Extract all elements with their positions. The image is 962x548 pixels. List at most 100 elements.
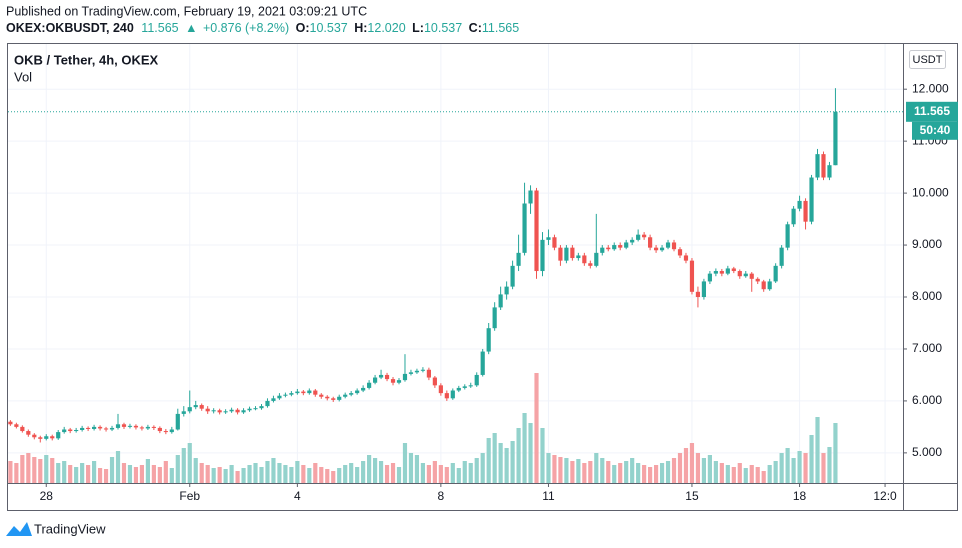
candle-body [247,408,252,411]
volume-bar [707,455,712,483]
volume-bar [229,465,234,483]
candle-body [630,239,635,243]
candle-body [235,409,240,413]
volume-bar [121,463,127,483]
candle-body [289,393,294,395]
candle-body [510,265,515,287]
candle-body [414,370,420,373]
volume-bar [253,463,258,483]
volume-bar [8,461,13,483]
volume-bar [791,458,796,483]
candle-body [552,237,557,248]
candle-body [74,430,79,432]
candle-body [187,407,192,412]
currency-button[interactable] [909,50,946,69]
volume-bar [199,463,204,483]
volume-bar [689,443,695,483]
candle-body [695,291,701,298]
candle-body [659,247,665,251]
candle-body [8,421,13,425]
candle-body [62,429,67,433]
y-tick-label: 5.000 [912,445,942,459]
candle-body [151,426,156,428]
x-tick-label: 8 [438,489,445,503]
candle-body [648,237,653,248]
candle-body [749,273,754,279]
candle-body [791,208,796,225]
candle-body [193,405,198,408]
y-tick-label: 10.000 [912,185,949,199]
candle-body [121,424,127,427]
symbol: OKEX:OKBUSDT, 240 [6,21,134,35]
candle-body [815,154,820,178]
plot [8,44,903,483]
candle-body [450,390,455,399]
volume-bar [456,468,461,483]
volume-bar [743,468,748,483]
volume-bar [618,463,623,483]
countdown-box [912,121,958,140]
volume-bar [606,461,611,483]
volume-bar [570,461,575,483]
brand: TradingView [34,521,106,536]
volume-bar [653,465,659,483]
volume-bar [97,468,103,483]
chart-title: OKB / Tether, 4h, OKEX [14,52,159,67]
volume-bar [809,435,814,483]
volume-bar [361,461,366,483]
candle-body [588,263,593,266]
candle-body [68,429,73,432]
volume-bar [438,465,443,483]
volume-bar [103,469,109,483]
candle-body [683,255,689,261]
volume-bar [378,461,384,483]
candle-body [50,436,55,439]
brand-logo: TradingView [6,521,106,536]
candle-body [624,242,629,248]
candle-body [175,413,180,430]
volume-bar [462,461,467,483]
volume-bar [821,453,826,483]
candle-body [504,286,509,295]
volume-bar [588,461,593,483]
candle-body [432,377,437,386]
volume-bar [151,465,156,483]
candle-body [378,374,384,378]
candle-body [139,427,145,429]
volume-bar [277,463,282,483]
volume-bar [480,453,485,483]
volume-bar [68,465,73,483]
volume-bar [193,458,198,483]
low-label: L: [412,21,424,35]
volume-bar [665,461,671,483]
candle-body [408,372,414,374]
candle-body [594,252,599,266]
volume-bar [187,443,192,483]
volume-bar [522,413,527,483]
y-tick-label: 6.000 [912,393,942,407]
candle-body [349,393,354,395]
candle-body [707,273,712,282]
candle-body [80,427,85,431]
volume-bar [426,465,431,483]
volume-bar [468,463,473,483]
volume-bar [80,463,85,483]
candle-body [301,391,306,394]
candle-body [468,385,473,387]
candle-body [827,165,832,178]
x-tick-label: Feb [179,489,200,503]
volume-bar [624,461,629,483]
volume-bar [32,457,37,483]
candle-body [277,395,282,399]
candle-body [181,411,186,414]
volume-bar [20,455,25,483]
volume-bar [636,463,641,483]
currency[interactable]: USDT [913,54,943,66]
x-tick-label: 4 [294,489,301,503]
candle-body [14,424,19,427]
volume-bar [325,469,330,483]
candle-body [689,260,695,292]
volume-bar [552,455,557,483]
volume-bar [785,448,790,483]
volume-bar [384,465,390,483]
